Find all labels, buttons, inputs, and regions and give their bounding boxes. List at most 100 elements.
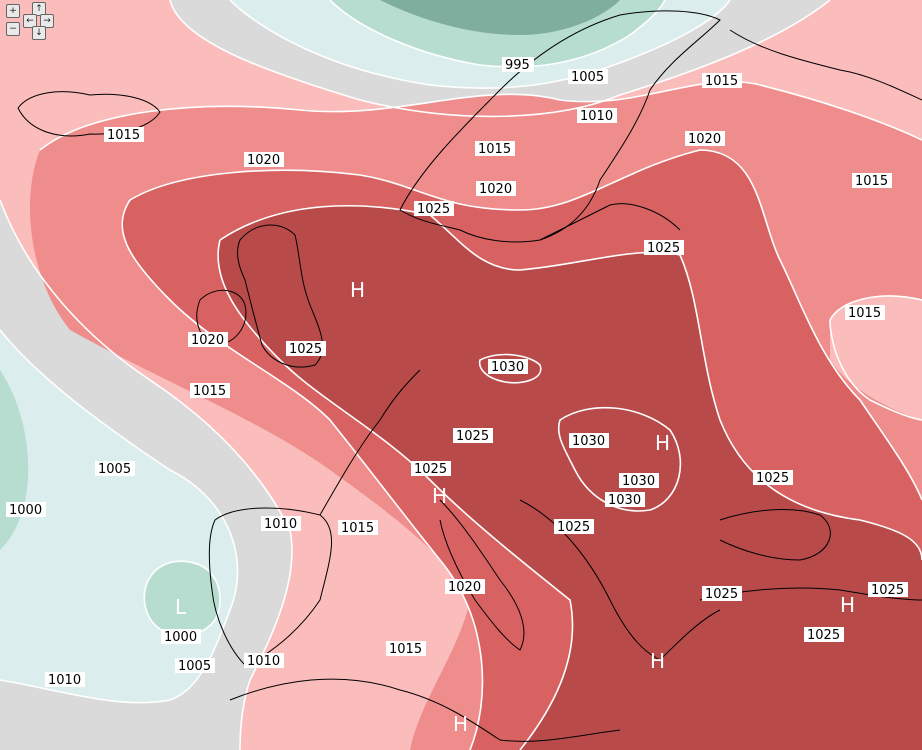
isobar-label: 1020 (476, 181, 516, 197)
coast-scandinavia (399, 10, 721, 243)
svg-text:1025: 1025 (705, 587, 738, 602)
isobar-label: 1000 (161, 629, 201, 645)
isobar-1010-west (0, 199, 293, 750)
isobar-label: 1015 (338, 520, 378, 536)
svg-text:1025: 1025 (414, 462, 447, 477)
svg-text:1025: 1025 (289, 342, 322, 357)
svg-text:1025: 1025 (871, 583, 904, 598)
isobar-label: 1025 (753, 470, 793, 486)
isobar-labels: 995 1005 1015 1010 1015 1020 1015 1020 1… (6, 57, 908, 688)
svg-text:1020: 1020 (191, 333, 224, 348)
svg-text:1020: 1020 (448, 580, 481, 595)
isobar-label: 1005 (568, 69, 608, 85)
high-pressure-centre: H (432, 484, 447, 508)
svg-text:1025: 1025 (557, 520, 590, 535)
coast-baltic (539, 203, 681, 241)
svg-text:1025: 1025 (647, 241, 680, 256)
isobar-label: 1015 (104, 127, 144, 143)
svg-text:1025: 1025 (807, 628, 840, 643)
svg-text:1000: 1000 (9, 503, 42, 518)
low-pressure-centre: L (175, 595, 187, 619)
isobar-1010-north (169, 0, 831, 118)
svg-text:1010: 1010 (264, 517, 297, 532)
svg-text:1030: 1030 (491, 360, 524, 375)
coast-iceland (17, 91, 161, 137)
coastlines (17, 10, 922, 742)
isobar-label: 1015 (852, 173, 892, 189)
svg-text:1010: 1010 (48, 673, 81, 688)
coast-iberia (208, 507, 333, 666)
isobar-label: 1025 (286, 341, 326, 357)
isobar-label: 1005 (95, 461, 135, 477)
isobar-1020-west (121, 199, 484, 750)
svg-text:1025: 1025 (417, 202, 450, 217)
svg-text:1015: 1015 (855, 174, 888, 189)
svg-text:1005: 1005 (98, 462, 131, 477)
pan-right-button[interactable]: → (40, 14, 54, 28)
isobar-label: 995 (502, 57, 534, 73)
isobar-label: 1030 (619, 473, 659, 489)
svg-text:1020: 1020 (479, 182, 512, 197)
isobar-1030-ring (478, 353, 542, 384)
isobar-label: 1025 (453, 428, 493, 444)
isobar-label: 1015 (190, 383, 230, 399)
coast-ireland (196, 289, 247, 346)
coast-russia (729, 29, 922, 101)
map-navigation-control: + − ↑ ← → ↓ (2, 2, 54, 40)
isobar-label: 1010 (244, 653, 284, 669)
isobar-label: 1010 (45, 672, 85, 688)
isobar-label: 1020 (685, 131, 725, 147)
svg-text:1000: 1000 (164, 630, 197, 645)
isobar-1030-balkan (557, 406, 682, 512)
svg-text:1005: 1005 (178, 659, 211, 674)
svg-text:1025: 1025 (756, 471, 789, 486)
coast-black-sea (719, 509, 831, 561)
isobar-label: 1025 (411, 461, 451, 477)
coast-france (319, 369, 421, 516)
svg-text:1015: 1015 (389, 642, 422, 657)
svg-text:1010: 1010 (247, 654, 280, 669)
svg-text:1005: 1005 (571, 70, 604, 85)
isobar-label: 1015 (475, 141, 515, 157)
svg-text:1015: 1015 (107, 128, 140, 143)
isobar-label: 1025 (414, 201, 454, 217)
isobar-label: 1025 (554, 519, 594, 535)
svg-text:1030: 1030 (608, 493, 641, 508)
svg-text:1015: 1015 (848, 306, 881, 321)
svg-text:1030: 1030 (622, 474, 655, 489)
isobar-label: 1000 (6, 502, 46, 518)
band-1015-east-pocket (830, 296, 922, 420)
zoom-out-button[interactable]: − (6, 22, 20, 36)
coast-africa (229, 678, 621, 742)
pressure-centres: H H H H H H L (175, 278, 855, 736)
svg-text:1015: 1015 (193, 384, 226, 399)
isobar-1015 (39, 80, 922, 151)
isobar-label: 1020 (244, 152, 284, 168)
isobar-label: 1010 (261, 516, 301, 532)
pan-down-button[interactable]: ↓ (32, 26, 46, 40)
isobar-label: 1030 (569, 433, 609, 449)
isobar-1015-east (829, 295, 922, 421)
svg-text:1020: 1020 (688, 132, 721, 147)
isobar-label: 1025 (702, 586, 742, 602)
isobar-label: 1030 (605, 492, 645, 508)
svg-text:995: 995 (505, 58, 530, 73)
isobar-label: 1015 (386, 641, 426, 657)
isobar-1005-north (229, 0, 731, 89)
svg-text:1025: 1025 (456, 429, 489, 444)
isobar-1025-west (217, 239, 574, 750)
pan-left-button[interactable]: ← (23, 14, 37, 28)
isobar-label: 1030 (488, 359, 528, 375)
svg-text:1015: 1015 (478, 142, 511, 157)
band-1030-central (218, 205, 922, 750)
coast-italy (439, 499, 525, 651)
zoom-in-button[interactable]: + (6, 4, 20, 18)
svg-text:1015: 1015 (705, 74, 738, 89)
high-pressure-centre: H (650, 649, 665, 673)
isobar-label: 1025 (868, 582, 908, 598)
isobar-1020 (129, 149, 922, 501)
pan-up-button[interactable]: ↑ (32, 2, 46, 16)
low-centre-shading (144, 561, 220, 636)
band-995-north (380, 0, 620, 35)
